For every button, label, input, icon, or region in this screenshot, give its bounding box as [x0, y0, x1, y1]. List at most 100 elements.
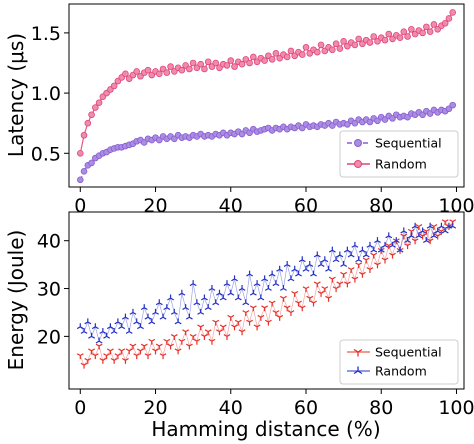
- latency-point-random: [404, 33, 411, 40]
- energy-point-sequential: [182, 329, 190, 336]
- energy-point-random: [276, 265, 284, 272]
- energy-point-random: [283, 261, 291, 267]
- latency-point-random: [250, 53, 257, 61]
- energy-x-tick-label: 100: [438, 397, 474, 419]
- energy-point-sequential: [155, 343, 163, 350]
- energy-point-random: [396, 246, 404, 253]
- latency-point-random: [268, 56, 276, 63]
- energy-point-random: [313, 251, 321, 258]
- energy-y-tick-label: 40: [37, 231, 61, 253]
- energy-point-random: [385, 232, 393, 239]
- energy-point-random: [310, 270, 317, 277]
- latency-y-tick-label: 1.5: [31, 23, 61, 45]
- energy-point-sequential: [110, 357, 118, 364]
- latency-legend: Sequential Random: [339, 130, 459, 178]
- energy-point-sequential: [178, 338, 186, 345]
- latency-point-random: [204, 58, 212, 66]
- energy-point-sequential: [437, 228, 445, 235]
- energy-point-sequential: [317, 291, 325, 297]
- energy-point-random: [306, 261, 314, 267]
- energy-point-sequential: [227, 314, 235, 321]
- latency-point-random: [430, 21, 438, 28]
- latency-x-tick-label: 40: [219, 195, 243, 217]
- energy-point-sequential: [264, 319, 272, 326]
- energy-point-random: [174, 318, 182, 325]
- energy-point-sequential: [197, 324, 205, 331]
- energy-point-random: [238, 284, 246, 291]
- energy-point-random: [358, 246, 366, 253]
- energy-point-sequential: [208, 338, 216, 345]
- energy-point-random: [223, 280, 231, 287]
- energy-point-sequential: [200, 334, 208, 340]
- energy-point-sequential: [434, 233, 442, 240]
- latency-point-random: [419, 29, 426, 37]
- latency-point-random: [340, 38, 347, 45]
- energy-point-sequential: [347, 267, 355, 274]
- energy-point-random: [343, 246, 351, 253]
- latency-point-random: [238, 60, 246, 68]
- energy-y-ticks: 20 30 40: [37, 231, 69, 348]
- latency-point-random: [313, 48, 321, 56]
- energy-point-sequential: [328, 276, 336, 283]
- latency-y-ticks: 0.5 1.0 1.5: [31, 23, 69, 165]
- energy-point-sequential: [268, 300, 276, 307]
- latency-point-random: [189, 59, 197, 67]
- energy-point-random: [133, 318, 141, 325]
- energy-point-random: [246, 270, 254, 277]
- energy-point-random: [167, 294, 175, 301]
- energy-legend: Sequential Random: [339, 339, 459, 385]
- energy-point-random: [317, 261, 325, 267]
- latency-point-sequential: [88, 159, 95, 167]
- energy-point-sequential: [118, 348, 126, 355]
- energy-point-random: [234, 294, 242, 301]
- latency-legend-label-sequential: Sequential: [375, 136, 442, 151]
- energy-point-sequential: [91, 353, 99, 360]
- energy-point-sequential: [441, 219, 449, 226]
- energy-legend-marker-sequential: [353, 348, 363, 357]
- energy-point-random: [422, 237, 430, 244]
- latency-point-random: [246, 59, 253, 67]
- latency-point-sequential: [449, 101, 457, 109]
- latency-point-sequential: [76, 176, 84, 184]
- energy-x-tick-label: 40: [219, 397, 243, 419]
- energy-point-random: [80, 327, 88, 334]
- energy-point-random: [336, 251, 344, 258]
- energy-point-random: [204, 304, 212, 310]
- latency-point-random: [88, 111, 95, 119]
- latency-point-random: [227, 57, 235, 64]
- energy-point-random: [340, 261, 348, 267]
- energy-point-sequential: [283, 305, 291, 312]
- energy-point-sequential: [287, 310, 295, 317]
- energy-point-random: [404, 237, 412, 244]
- latency-legend-marker-random: [354, 160, 362, 168]
- latency-chart: 0 20 40 60 80 100 0.5 1.0 1.5 Latency (μs) Sequ…: [4, 3, 474, 217]
- energy-point-random: [189, 280, 197, 287]
- latency-point-random: [167, 63, 174, 70]
- energy-point-sequential: [310, 300, 317, 307]
- energy-point-sequential: [216, 329, 223, 336]
- energy-point-sequential: [148, 338, 156, 345]
- energy-point-random: [99, 327, 107, 334]
- latency-plot-frame: [68, 3, 465, 188]
- latency-series-layer: [76, 9, 457, 184]
- energy-point-sequential: [295, 300, 302, 307]
- energy-point-random: [377, 246, 385, 253]
- energy-point-sequential: [219, 324, 227, 331]
- energy-point-sequential: [249, 305, 257, 312]
- energy-point-random: [407, 232, 415, 239]
- energy-point-random: [411, 222, 419, 229]
- energy-point-sequential: [167, 343, 175, 350]
- energy-point-sequential: [381, 257, 389, 264]
- energy-point-random: [231, 275, 238, 282]
- energy-point-sequential: [253, 324, 261, 331]
- latency-point-random: [272, 50, 280, 57]
- energy-point-sequential: [279, 295, 287, 302]
- energy-point-sequential: [355, 262, 363, 269]
- energy-point-sequential: [246, 319, 254, 326]
- energy-point-sequential: [189, 334, 197, 340]
- energy-point-random: [321, 256, 329, 263]
- energy-point-sequential: [212, 319, 220, 326]
- energy-point-random: [332, 256, 340, 263]
- energy-point-random: [140, 304, 148, 310]
- latency-point-random: [80, 131, 88, 139]
